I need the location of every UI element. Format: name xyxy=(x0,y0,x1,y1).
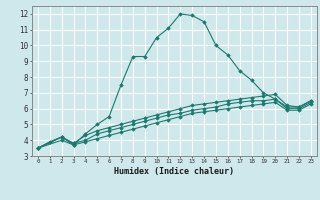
X-axis label: Humidex (Indice chaleur): Humidex (Indice chaleur) xyxy=(115,167,234,176)
